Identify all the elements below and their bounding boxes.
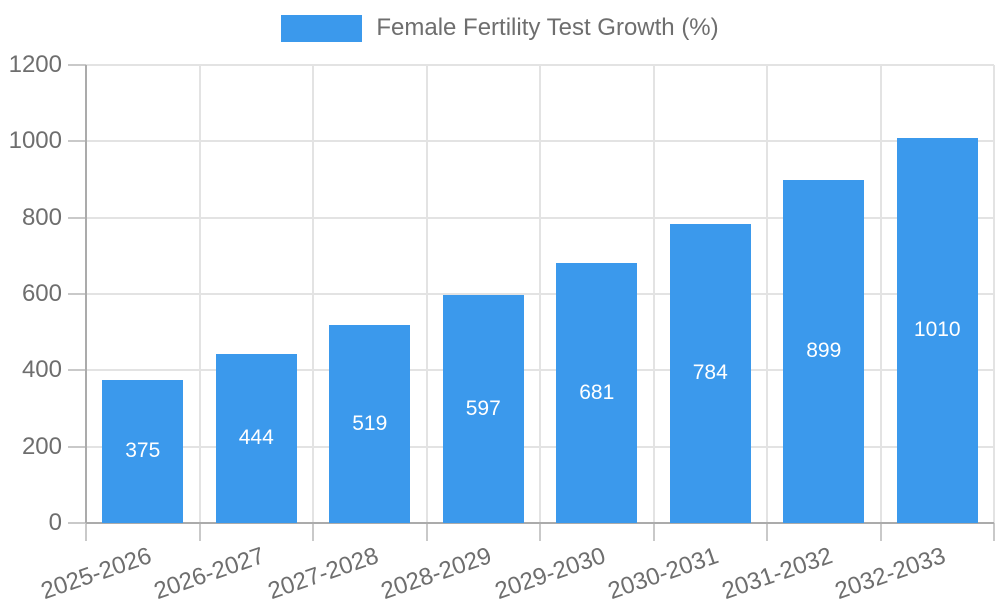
x-tick: [993, 523, 995, 541]
x-gridline: [766, 65, 768, 523]
bar-value-label: 899: [806, 339, 842, 363]
y-tick-label: 600: [21, 280, 62, 307]
y-axis-line: [85, 65, 87, 523]
x-gridline: [539, 65, 541, 523]
y-tick: [68, 293, 86, 295]
y-tick: [68, 64, 86, 66]
x-tick-label: 2028-2029: [378, 542, 496, 600]
bar[interactable]: [556, 263, 638, 523]
legend-swatch: [281, 14, 363, 42]
x-tick-label: 2030-2031: [605, 542, 723, 600]
y-tick: [68, 140, 86, 143]
x-gridline: [425, 65, 428, 523]
y-tick-label: 0: [48, 509, 62, 536]
bar-value-label: 597: [465, 397, 501, 421]
y-tick-label: 1000: [8, 127, 62, 155]
x-tick: [425, 523, 428, 541]
bar[interactable]: [669, 223, 751, 523]
bar-value-label: 444: [238, 426, 274, 450]
x-tick: [539, 523, 541, 541]
x-gridline: [652, 65, 655, 523]
x-tick-label: 2026-2027: [151, 542, 269, 600]
x-gridline: [993, 65, 995, 523]
y-tick: [68, 369, 86, 372]
x-gridline: [879, 65, 882, 523]
y-tick-label: 400: [21, 356, 62, 384]
x-tick: [312, 523, 314, 541]
x-gridline: [312, 65, 314, 523]
bar-value-label: 519: [352, 411, 388, 435]
bar[interactable]: [896, 137, 978, 523]
x-tick: [879, 523, 882, 541]
x-axis-line: [86, 522, 994, 524]
bar[interactable]: [102, 379, 184, 523]
x-gridline: [198, 65, 201, 523]
y-tick: [68, 445, 86, 448]
legend-label: Female Fertility Test Growth (%): [376, 14, 719, 41]
x-tick: [85, 523, 87, 541]
bar-value-label: 784: [692, 361, 728, 385]
y-tick: [68, 522, 86, 524]
x-tick-label: 2031-2032: [718, 542, 836, 600]
x-tick: [766, 523, 768, 541]
x-tick: [652, 523, 655, 541]
x-tick-label: 2032-2033: [832, 542, 950, 600]
x-tick-label: 2029-2030: [491, 542, 609, 600]
y-tick-label: 200: [21, 432, 62, 460]
bar-value-label: 375: [125, 439, 161, 463]
x-tick: [198, 523, 201, 541]
x-tick-label: 2025-2026: [37, 542, 155, 600]
bar[interactable]: [329, 324, 411, 523]
y-tick-label: 1200: [8, 51, 62, 78]
bar[interactable]: [442, 295, 524, 523]
bar-value-label: 681: [579, 381, 615, 405]
y-tick: [68, 216, 86, 219]
bar-value-label: 1010: [913, 318, 961, 342]
y-tick-label: 800: [21, 203, 62, 231]
bar[interactable]: [215, 353, 297, 523]
chart-legend[interactable]: Female Fertility Test Growth (%): [0, 14, 1000, 42]
bar[interactable]: [783, 179, 865, 523]
x-tick-label: 2027-2028: [264, 542, 382, 600]
